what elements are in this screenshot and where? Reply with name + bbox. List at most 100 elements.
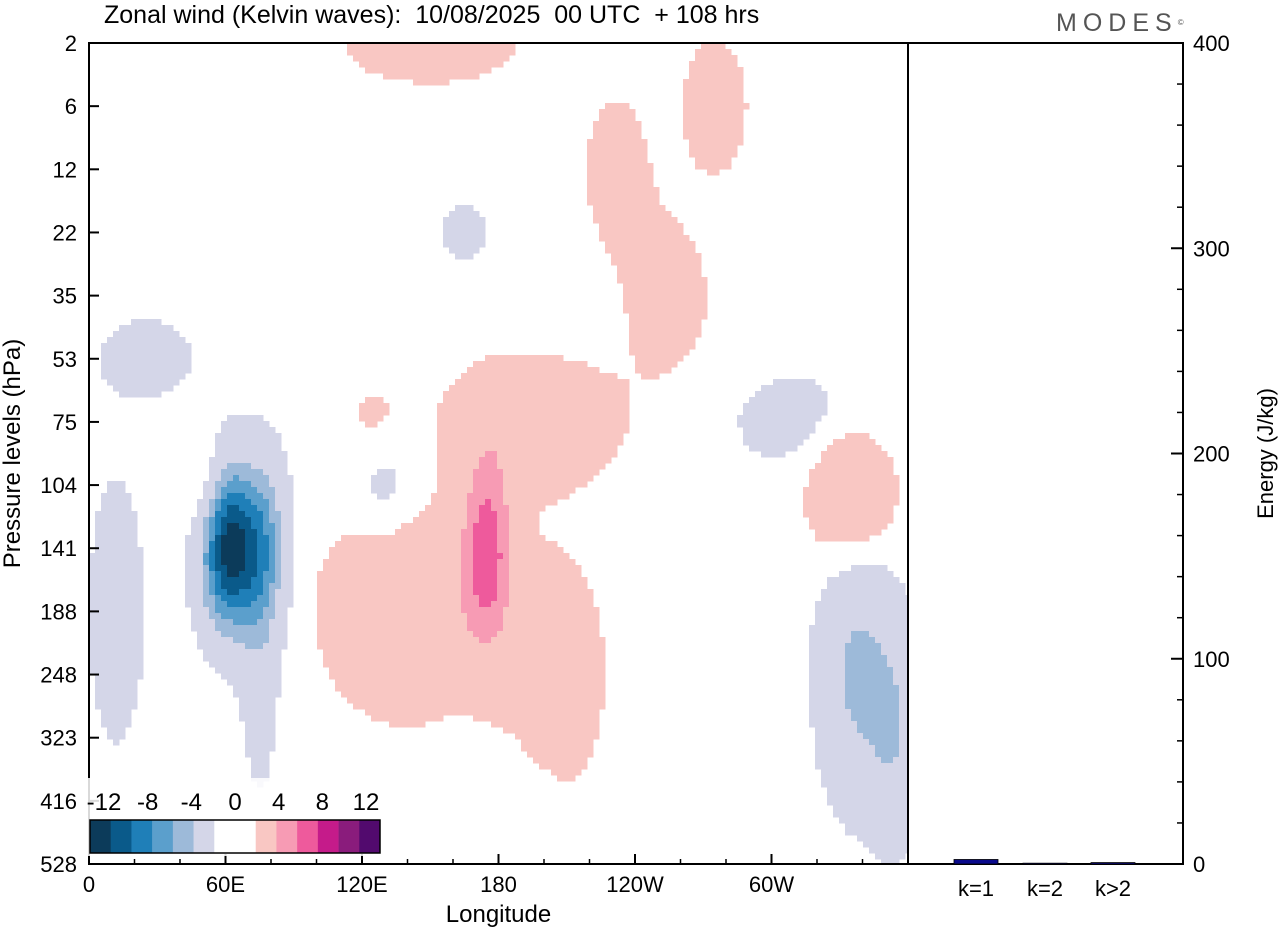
heatmap-cell — [323, 565, 462, 572]
heatmap-cell — [101, 505, 132, 512]
heatmap-cell — [503, 607, 600, 614]
heatmap-cell — [467, 367, 600, 374]
heatmap-cell — [203, 529, 210, 536]
heatmap-cell — [857, 835, 908, 842]
heatmap-cell — [881, 643, 908, 650]
heatmap-cell — [317, 619, 468, 626]
heatmap-cell — [437, 457, 480, 464]
heatmap-cell — [221, 421, 270, 428]
heatmap-cell — [119, 325, 174, 332]
heatmap-cell — [473, 559, 498, 566]
heatmap-cell — [251, 523, 264, 530]
heatmap-cell — [503, 727, 600, 734]
heatmap-cell — [695, 163, 732, 170]
heatmap-cell — [899, 709, 908, 716]
heatmap-cell — [245, 643, 264, 650]
heatmap-cell — [473, 583, 498, 590]
heatmap-cell — [203, 649, 282, 656]
heatmap-cell — [803, 505, 894, 512]
heatmap-cell — [197, 631, 222, 638]
heatmap-cell — [263, 517, 270, 524]
heatmap-cell — [275, 493, 294, 500]
heatmap-cell — [593, 205, 666, 212]
heatmap-cell — [509, 535, 546, 542]
heatmap-cell — [275, 529, 282, 536]
heatmap-cell — [203, 589, 210, 596]
heatmap-cell — [89, 571, 144, 578]
heatmap-cell — [263, 643, 288, 650]
heatmap-cell — [107, 727, 126, 734]
heatmap-cell — [227, 415, 264, 422]
heatmap-cell — [269, 541, 276, 548]
axes: 0 60E 120E 180 120W 60W Longitude 2 6 12 22 35 53 75 1… — [0, 31, 1278, 928]
heatmap-cell — [683, 127, 744, 134]
heatmap-cell — [203, 565, 210, 572]
heatmap-cell — [629, 313, 708, 320]
heatmap-cell — [245, 727, 276, 734]
heatmap-cell — [215, 493, 222, 500]
heatmap-cell — [689, 61, 738, 68]
heatmap-cell — [473, 577, 498, 584]
heatmap-cell — [215, 511, 228, 518]
heatmap-cell — [215, 487, 222, 494]
heatmap-cell — [251, 463, 288, 470]
heatmap-cell — [239, 589, 264, 596]
heatmap-cell — [809, 697, 846, 704]
heatmap-cell — [215, 619, 234, 626]
heatmap-cell — [587, 181, 654, 188]
heatmap-cell — [437, 439, 624, 446]
heatmap-cell — [509, 583, 588, 590]
heatmap-cell — [257, 571, 264, 578]
heatmap-cell — [437, 433, 624, 440]
heatmap-cell — [437, 415, 630, 422]
heatmap-cell — [461, 553, 474, 560]
heatmap-cell — [341, 691, 606, 698]
heatmap-cell — [815, 601, 908, 608]
heatmap-cell — [227, 679, 282, 686]
heatmap-cell — [227, 463, 252, 470]
heatmap-cell — [215, 535, 222, 542]
heatmap-cell — [497, 517, 510, 524]
heatmap-cell — [101, 361, 192, 368]
heatmap-cell — [473, 469, 504, 476]
heatmap-cell — [587, 145, 648, 152]
heatmap-cell — [821, 457, 894, 464]
heatmap-cell — [221, 475, 234, 482]
heatmap-cell — [203, 559, 210, 566]
heatmap-cell — [815, 529, 882, 536]
heatmap-cell — [281, 523, 294, 530]
heatmap-cell — [89, 601, 144, 608]
heatmap-cell — [95, 523, 138, 530]
heatmap-cell — [269, 553, 276, 560]
heatmap-cell — [263, 589, 270, 596]
heatmap-cell — [509, 589, 594, 596]
y-tick-label: 6 — [65, 94, 77, 119]
heatmap-cell — [461, 373, 618, 380]
heatmap-cell — [275, 559, 282, 566]
heatmap-cell — [113, 331, 180, 338]
heatmap-cell — [863, 733, 900, 740]
heatmap-cell — [215, 589, 228, 596]
heatmap-cell — [521, 745, 594, 752]
heatmap-cell — [509, 517, 540, 524]
heatmap-cell — [359, 61, 504, 68]
heatmap-cell — [203, 571, 210, 578]
heatmap-cell — [191, 517, 204, 524]
heatmap-cell — [269, 565, 276, 572]
heatmap-cell — [209, 613, 222, 620]
energy-frame — [907, 42, 1184, 865]
heatmap-cell — [185, 553, 204, 560]
heatmap-cell — [215, 571, 222, 578]
heatmap-cell — [269, 559, 276, 566]
heatmap-cell — [245, 535, 258, 542]
heatmap-cell — [317, 637, 480, 644]
heatmap-cell — [239, 703, 276, 710]
heatmap-cell — [491, 637, 606, 644]
heatmap-cell — [281, 541, 294, 548]
heatmap-cell — [365, 709, 600, 716]
heatmap-cell — [461, 607, 504, 614]
heatmap-cell — [899, 721, 908, 728]
heatmap-cell — [245, 493, 264, 500]
heatmap-cell — [899, 751, 908, 758]
heatmap-cell — [209, 565, 216, 572]
